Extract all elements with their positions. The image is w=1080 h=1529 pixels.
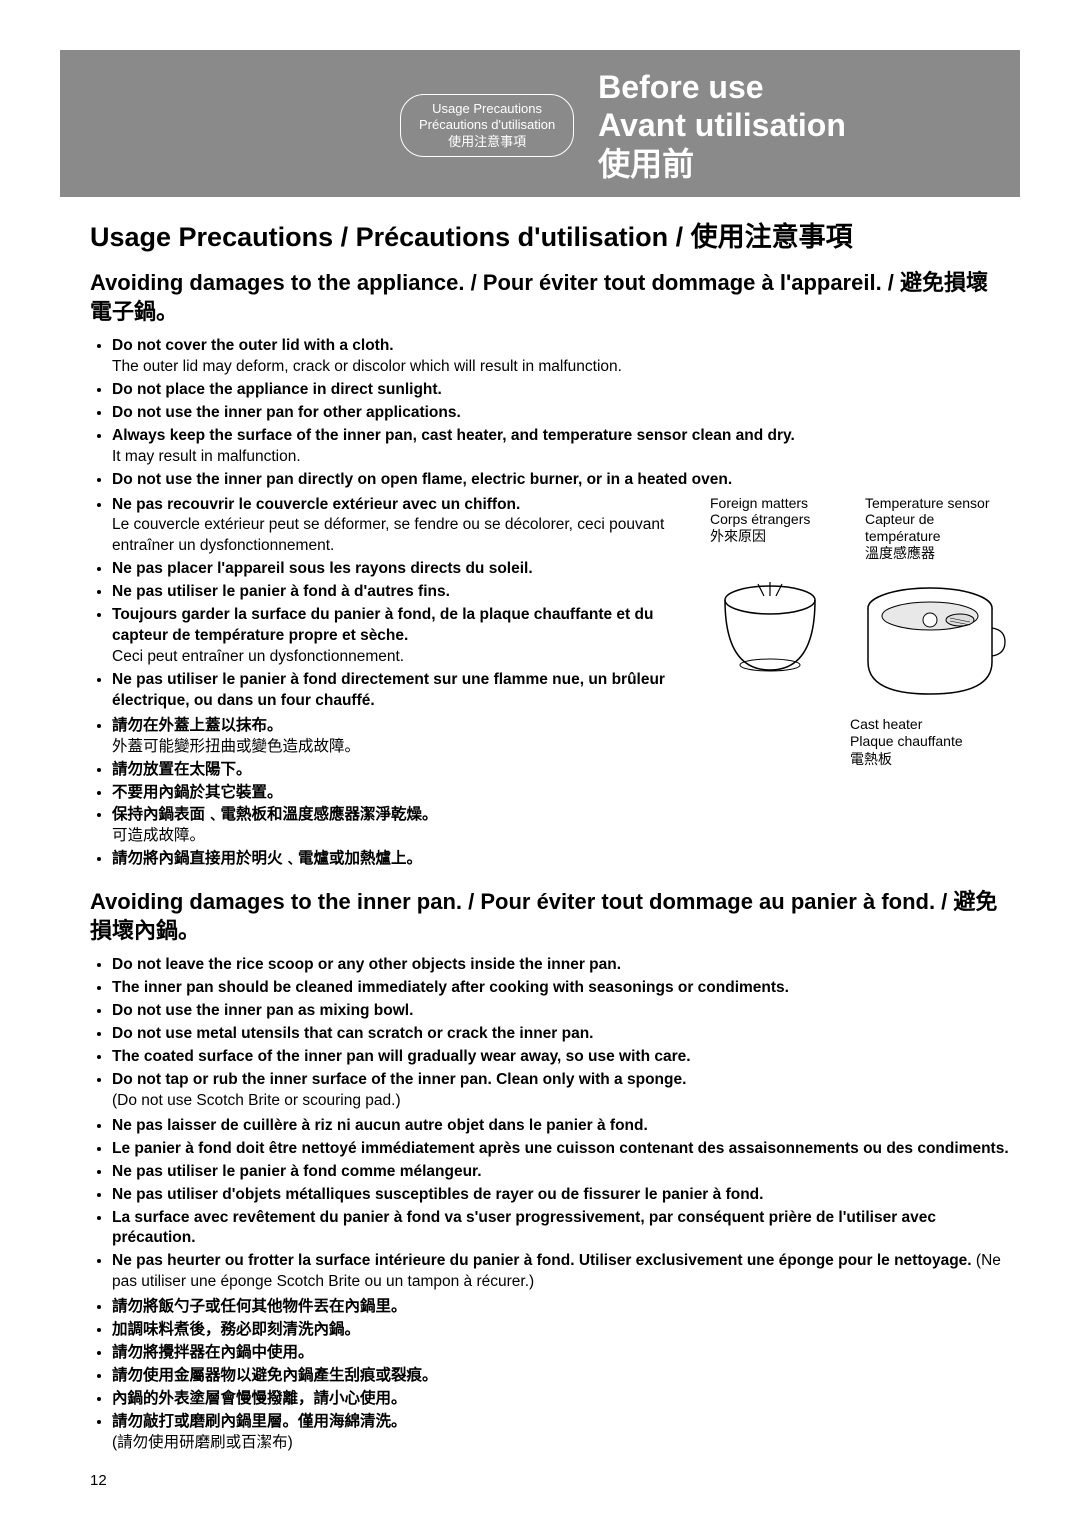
s2-fr-3: Ne pas utiliser d'objets métalliques sus… <box>112 1186 763 1203</box>
s1-fr-0: Ne pas recouvrir le couvercle extérieur … <box>112 496 520 513</box>
s1-en-0: Do not cover the outer lid with a cloth. <box>112 337 394 354</box>
foreign-matters-label: Foreign matters Corps étrangers 外來原因 <box>710 495 855 562</box>
diagram-column: Foreign matters Corps étrangers 外來原因 Tem… <box>710 495 1010 875</box>
s1-zh-3: 保持內鍋表面﹑電熱板和溫度感應器潔淨乾燥。 <box>112 806 438 823</box>
s2-zh-5: 請勿敲打或磨刷內鍋里層。僅用海綿清洗。 <box>112 1413 407 1430</box>
section1-zh-list: 請勿在外蓋上蓋以抹布。外蓋可能變形扭曲或變色造成故障。 請勿放置在太陽下。 不要… <box>90 716 692 870</box>
header-title: Before use Avant utilisation 使用前 <box>598 68 846 183</box>
heater-en: Cast heater <box>850 716 1010 734</box>
sensor-en: Temperature sensor <box>865 495 1010 512</box>
pill-line-3: 使用注意事項 <box>419 134 555 150</box>
s2-fr-5: Ne pas heurter ou frotter la surface int… <box>112 1252 976 1269</box>
s1-zh-3-note: 可造成故障。 <box>112 826 692 847</box>
s1-en-4: Do not use the inner pan directly on ope… <box>112 471 732 488</box>
section1-heading: Avoiding damages to the appliance. / Pou… <box>90 269 1010 326</box>
section2-fr-list: Ne pas laisser de cuillère à riz ni aucu… <box>90 1116 1010 1293</box>
s2-en-5-note: (Do not use Scotch Brite or scouring pad… <box>112 1091 1010 1112</box>
s1-fr-3: Toujours garder la surface du panier à f… <box>112 606 653 644</box>
s1-fr-4: Ne pas utiliser le panier à fond directe… <box>112 671 665 709</box>
s2-fr-4: La surface avec revêtement du panier à f… <box>112 1209 936 1247</box>
s2-zh-2: 請勿將攪拌器在內鍋中使用。 <box>112 1344 314 1361</box>
header-title-line-1: Before use <box>598 68 846 106</box>
s1-zh-2: 不要用內鍋於其它裝置。 <box>112 784 283 801</box>
s2-zh-3: 請勿使用金屬器物以避免內鍋產生刮痕或裂痕。 <box>112 1367 438 1384</box>
s1-zh-1: 請勿放置在太陽下。 <box>112 761 252 778</box>
cooker-diagram: Cast heater Plaque chauffante 電熱板 <box>850 570 1010 769</box>
s1-fr-1: Ne pas placer l'appareil sous les rayons… <box>112 560 533 577</box>
s1-en-3-note: It may result in malfunction. <box>112 447 1010 468</box>
s2-fr-2: Ne pas utiliser le panier à fond comme m… <box>112 1163 482 1180</box>
s1-zh-0-note: 外蓋可能變形扭曲或變色造成故障。 <box>112 737 692 758</box>
foreign-fr: Corps étrangers <box>710 511 855 528</box>
sensor-fr: Capteur de température <box>865 511 1010 545</box>
s2-fr-1: Le panier à fond doit être nettoyé imméd… <box>112 1140 1009 1157</box>
sensor-zh: 溫度感應器 <box>865 545 1010 562</box>
s2-en-3: Do not use metal utensils that can scrat… <box>112 1025 594 1042</box>
s1-fr-0-note: Le couvercle extérieur peut se déformer,… <box>112 515 692 557</box>
s2-en-0: Do not leave the rice scoop or any other… <box>112 956 621 973</box>
page-number: 12 <box>90 1472 1010 1489</box>
s1-en-3: Always keep the surface of the inner pan… <box>112 427 795 444</box>
s1-en-0-note: The outer lid may deform, crack or disco… <box>112 357 1010 378</box>
s1-en-2: Do not use the inner pan for other appli… <box>112 404 461 421</box>
section2-content: Do not leave the rice scoop or any other… <box>90 955 1010 1453</box>
header-band: Usage Precautions Précautions d'utilisat… <box>60 50 1020 197</box>
s2-en-1: The inner pan should be cleaned immediat… <box>112 979 789 996</box>
s1-zh-4: 請勿將內鍋直接用於明火﹑電爐或加熱爐上。 <box>112 850 422 867</box>
s1-zh-0: 請勿在外蓋上蓋以抹布。 <box>112 717 283 734</box>
s2-en-4: The coated surface of the inner pan will… <box>112 1048 691 1065</box>
temperature-sensor-label: Temperature sensor Capteur de températur… <box>865 495 1010 562</box>
foreign-zh: 外來原因 <box>710 528 855 545</box>
heater-zh: 電熱板 <box>850 751 1010 769</box>
section2-heading: Avoiding damages to the inner pan. / Pou… <box>90 888 1010 945</box>
foreign-matters-diagram <box>710 570 840 690</box>
s2-en-5: Do not tap or rub the inner surface of t… <box>112 1071 686 1088</box>
section2-zh-list: 請勿將飯勺子或任何其他物件丟在內鍋里。 加調味料煮後，務必即刻清洗內鍋。 請勿將… <box>90 1297 1010 1453</box>
section1-content: Do not cover the outer lid with a cloth.… <box>90 336 1010 874</box>
pill-line-1: Usage Precautions <box>419 101 555 117</box>
header-title-line-3: 使用前 <box>598 145 846 183</box>
section2-en-list: Do not leave the rice scoop or any other… <box>90 955 1010 1111</box>
s1-fr-3-note: Ceci peut entraîner un dysfonctionnement… <box>112 647 692 668</box>
s2-en-2: Do not use the inner pan as mixing bowl. <box>112 1002 413 1019</box>
cast-heater-label: Cast heater Plaque chauffante 電熱板 <box>850 716 1010 769</box>
s1-en-1: Do not place the appliance in direct sun… <box>112 381 442 398</box>
section1-fr-list: Ne pas recouvrir le couvercle extérieur … <box>90 495 692 712</box>
s2-fr-0: Ne pas laisser de cuillère à riz ni aucu… <box>112 1117 648 1134</box>
s2-zh-1: 加調味料煮後，務必即刻清洗內鍋。 <box>112 1321 360 1338</box>
header-pill: Usage Precautions Précautions d'utilisat… <box>400 94 574 157</box>
main-heading: Usage Precautions / Précautions d'utilis… <box>90 221 1010 255</box>
header-title-line-2: Avant utilisation <box>598 106 846 144</box>
s2-zh-4: 內鍋的外表塗層會慢慢撥離，請小心使用。 <box>112 1390 407 1407</box>
s2-zh-0: 請勿將飯勺子或任何其他物件丟在內鍋里。 <box>112 1298 407 1315</box>
pill-line-2: Précautions d'utilisation <box>419 117 555 133</box>
heater-fr: Plaque chauffante <box>850 733 1010 751</box>
section1-en-list: Do not cover the outer lid with a cloth.… <box>90 336 1010 490</box>
s2-zh-5-note: (請勿使用研磨刷或百潔布) <box>112 1433 1010 1454</box>
s1-fr-2: Ne pas utiliser le panier à fond à d'aut… <box>112 583 450 600</box>
foreign-en: Foreign matters <box>710 495 855 512</box>
